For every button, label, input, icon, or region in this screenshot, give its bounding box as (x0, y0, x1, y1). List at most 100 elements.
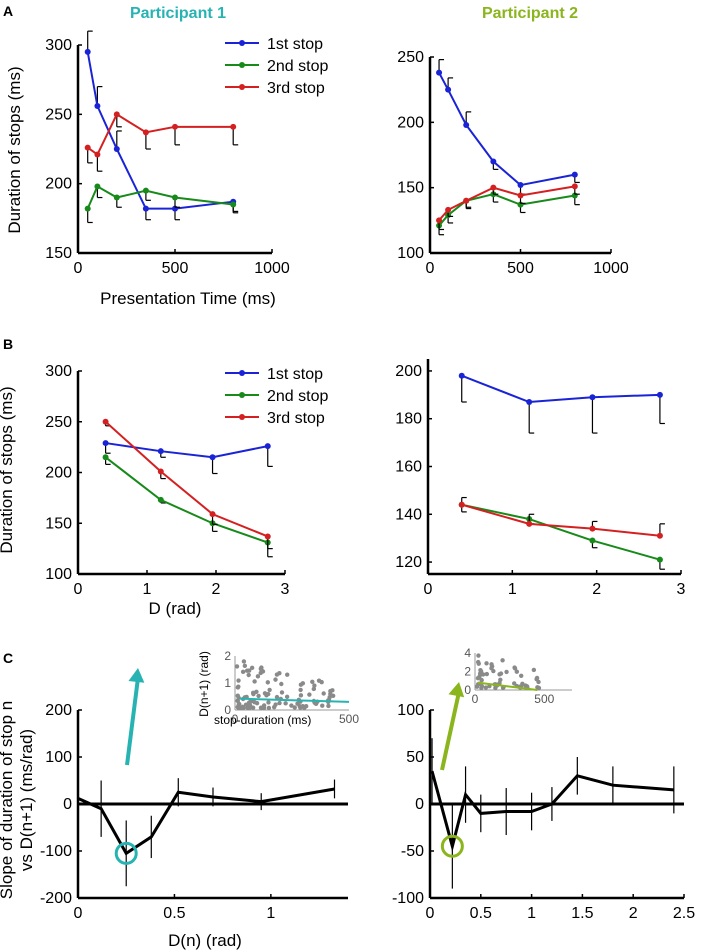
data-point (445, 86, 452, 93)
inset-scatter-point (246, 668, 252, 673)
legend-label: 3rd stop (267, 80, 325, 97)
legend-marker (239, 392, 245, 398)
panel-letter-c: C (3, 650, 13, 666)
inset-scatter-point (254, 700, 260, 706)
inset-scatter-point (252, 679, 257, 684)
x-tick-label: 500 (507, 260, 534, 277)
data-point (436, 69, 443, 76)
y-tick-label: 100 (45, 566, 72, 583)
y-tick-label: 150 (45, 245, 72, 262)
data-point (102, 440, 109, 447)
y-axis-label: Duration of stops (ms) (5, 66, 24, 233)
chart-a-participant-2: 100 150 200 250 0 500 1000 (397, 49, 629, 277)
data-point (463, 197, 470, 204)
inset-y-tick-label: 1 (224, 676, 231, 690)
data-point (142, 205, 149, 212)
inset-x-tick-label: 0 (472, 692, 479, 706)
y-tick-label: -200 (40, 890, 72, 907)
data-point (84, 205, 91, 212)
series-3 (458, 496, 665, 539)
inset-y-tick-label: 2 (224, 649, 231, 663)
inset-scatter-point (477, 674, 482, 679)
inset-scatter-point (303, 704, 309, 709)
data-point (589, 394, 596, 401)
inset-scatter: 0 1 2 0 500 stop-duration (ms)D(n+1) (rad) (197, 649, 359, 727)
inset-scatter-point (259, 665, 264, 670)
y-tick-label: 0 (63, 796, 72, 813)
x-tick-label: 0 (74, 581, 83, 598)
data-point (84, 144, 91, 151)
y-tick-label: 200 (45, 465, 72, 482)
series-line (105, 442, 268, 459)
inset-scatter-point (519, 673, 524, 678)
series-line (438, 185, 575, 221)
series-1 (102, 440, 273, 475)
legend-marker (239, 40, 245, 46)
inset-scatter-point (234, 664, 240, 669)
data-point (172, 194, 178, 201)
data-point (490, 158, 497, 165)
data-point (94, 103, 101, 110)
y-tick-label: 100 (397, 245, 424, 262)
series-2 (436, 191, 580, 236)
x-axis-label: D (rad) (149, 599, 202, 618)
chart-b-participant-1: 100 150 200 250 300 0 1 2 3 D (rad) Duration of st… (0, 363, 328, 618)
inset-scatter-point (279, 690, 285, 695)
y-tick-label: 250 (45, 414, 72, 431)
y-tick-label: 200 (395, 363, 422, 380)
y-tick-label: 100 (45, 749, 72, 766)
series-slope (430, 738, 675, 889)
legend-label: 3rd stop (267, 410, 325, 427)
series-3 (102, 418, 273, 550)
inset-scatter-point (489, 662, 494, 667)
legend: 1st stop 2nd stop 3rd stop (225, 36, 328, 97)
inset-scatter-point (279, 681, 284, 687)
inset-scatter-point (284, 694, 290, 700)
y-tick-label: 120 (395, 554, 422, 571)
inset-scatter-point (247, 703, 253, 708)
series-1 (436, 59, 580, 195)
data-point (526, 399, 533, 405)
inset-scatter-point (524, 684, 530, 689)
inset-y-tick-label: 2 (464, 665, 471, 679)
inset-scatter-point (500, 658, 505, 663)
inset-scatter-point (240, 669, 246, 675)
inset-scatter-point (514, 669, 520, 674)
inset-scatter-point (274, 672, 280, 677)
inset-scatter-point (493, 685, 498, 691)
x-tick-label: 0.5 (163, 905, 185, 922)
legend-marker (239, 62, 245, 68)
y-tick-label: 180 (395, 411, 422, 428)
data-point (445, 206, 452, 213)
legend-label: 1st stop (267, 366, 323, 383)
inset-scatter-point (319, 679, 324, 685)
inset-scatter-point (266, 700, 271, 705)
inset-scatter-point (531, 667, 537, 673)
inset-scatter-point (327, 694, 332, 700)
data-point (463, 121, 470, 128)
y-tick-label: -100 (40, 843, 72, 860)
y-tick-label: 100 (397, 702, 424, 719)
data-point (436, 217, 443, 224)
inset-scatter-point (256, 693, 261, 699)
inset-scatter-point (313, 701, 319, 707)
inset-scatter-point (478, 669, 484, 674)
data-point (113, 146, 120, 152)
data-point (84, 48, 91, 55)
y-tick-label: 50 (406, 749, 424, 766)
x-axis-label: D(n) (rad) (168, 931, 242, 950)
series-line (438, 72, 575, 187)
inset-scatter-point (254, 689, 259, 694)
y-tick-label: 200 (397, 114, 424, 131)
y-tick-label: 200 (45, 702, 72, 719)
series-line (86, 51, 234, 210)
series-line (77, 787, 335, 856)
inset-scatter-point (236, 702, 241, 707)
series-line (104, 456, 269, 544)
data-point (589, 525, 596, 532)
series-line (438, 193, 575, 227)
inset-scatter-point (328, 688, 333, 694)
inset-scatter-point (298, 693, 304, 698)
inset-scatter-point (251, 691, 256, 697)
